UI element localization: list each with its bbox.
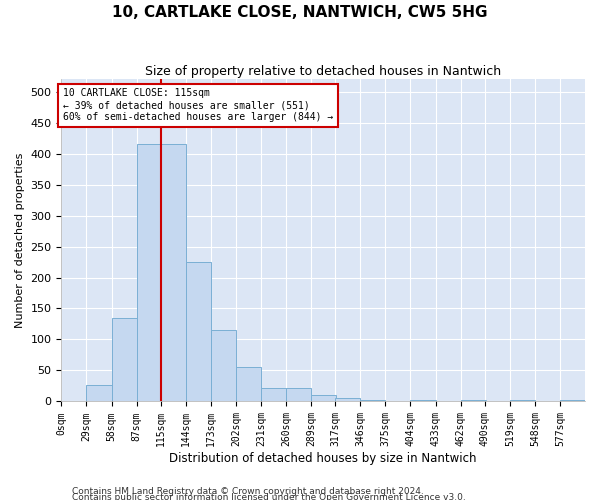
Bar xyxy=(461,400,485,402)
Bar xyxy=(112,318,137,402)
X-axis label: Distribution of detached houses by size in Nantwich: Distribution of detached houses by size … xyxy=(169,452,477,465)
Bar xyxy=(510,400,535,402)
Bar xyxy=(361,400,385,402)
Bar xyxy=(186,262,211,402)
Bar xyxy=(311,396,336,402)
Bar xyxy=(410,400,436,402)
Bar xyxy=(211,330,236,402)
Bar xyxy=(560,400,585,402)
Title: Size of property relative to detached houses in Nantwich: Size of property relative to detached ho… xyxy=(145,65,501,78)
Bar xyxy=(137,144,161,402)
Bar xyxy=(335,398,361,402)
Bar xyxy=(286,388,311,402)
Text: Contains public sector information licensed under the Open Government Licence v3: Contains public sector information licen… xyxy=(72,492,466,500)
Text: Contains HM Land Registry data © Crown copyright and database right 2024.: Contains HM Land Registry data © Crown c… xyxy=(72,486,424,496)
Bar xyxy=(161,144,186,402)
Bar xyxy=(236,368,261,402)
Bar xyxy=(261,388,286,402)
Text: 10 CARTLAKE CLOSE: 115sqm
← 39% of detached houses are smaller (551)
60% of semi: 10 CARTLAKE CLOSE: 115sqm ← 39% of detac… xyxy=(62,88,333,122)
Text: 10, CARTLAKE CLOSE, NANTWICH, CW5 5HG: 10, CARTLAKE CLOSE, NANTWICH, CW5 5HG xyxy=(112,5,488,20)
Y-axis label: Number of detached properties: Number of detached properties xyxy=(15,152,25,328)
Bar xyxy=(86,384,112,402)
